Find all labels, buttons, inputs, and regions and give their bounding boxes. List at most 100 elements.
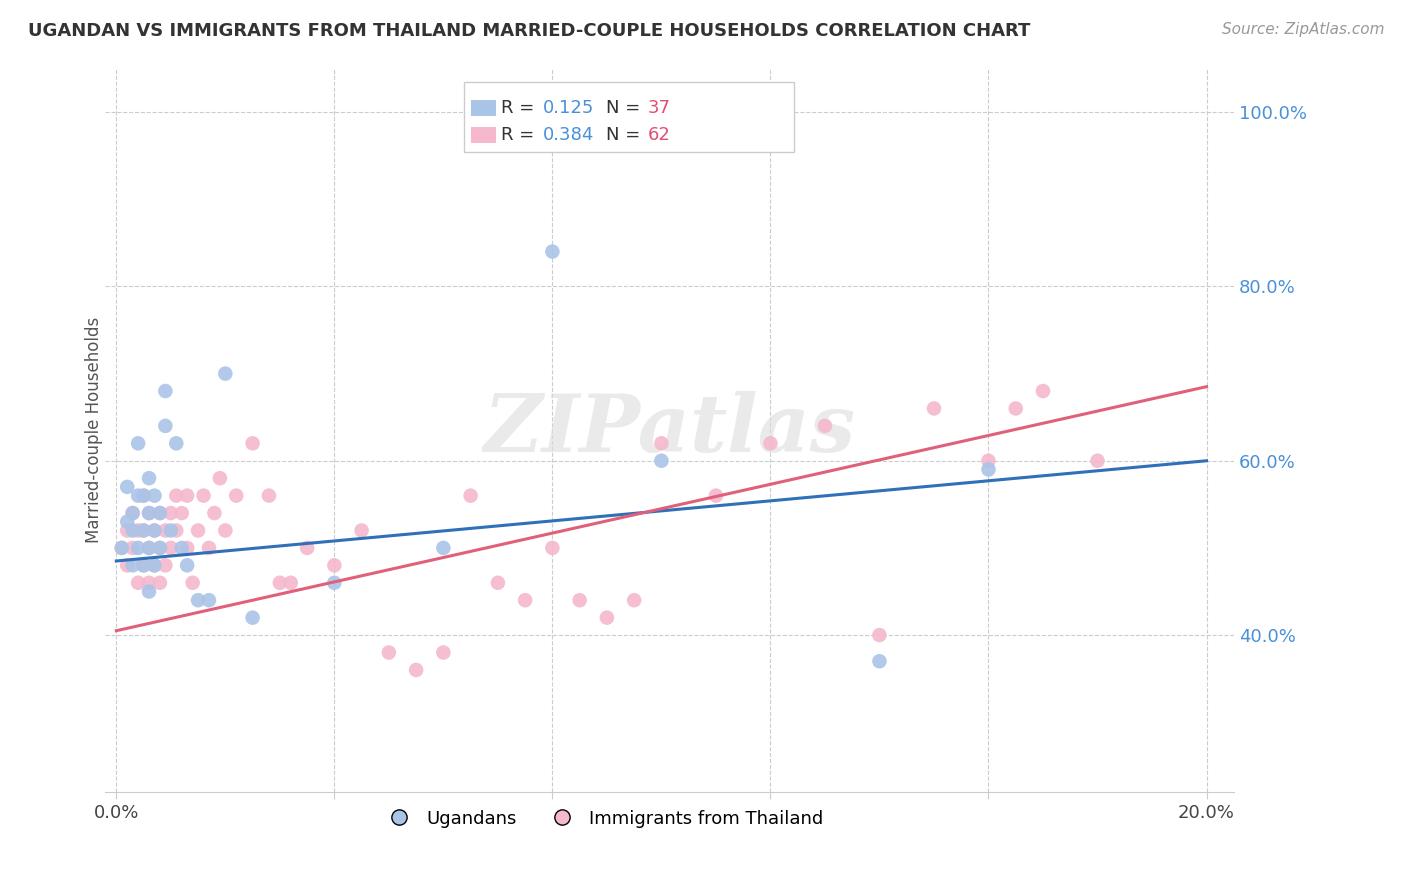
Point <box>143 524 166 538</box>
Point <box>257 489 280 503</box>
Point <box>977 462 1000 476</box>
Y-axis label: Married-couple Households: Married-couple Households <box>86 318 103 543</box>
Point <box>541 541 564 555</box>
Point <box>170 541 193 555</box>
Point <box>149 541 172 555</box>
Text: 37: 37 <box>648 99 671 117</box>
Point <box>242 610 264 624</box>
Point <box>869 654 891 668</box>
Text: R =: R = <box>501 126 540 144</box>
Point <box>159 506 181 520</box>
Point <box>138 471 160 485</box>
Point <box>187 524 209 538</box>
Point <box>759 436 782 450</box>
Point <box>138 506 160 520</box>
Text: R =: R = <box>501 99 540 117</box>
Point <box>405 663 427 677</box>
Point <box>814 418 837 433</box>
Point <box>149 575 172 590</box>
Text: N =: N = <box>606 126 645 144</box>
Point <box>127 524 149 538</box>
Point <box>922 401 945 416</box>
Point <box>143 489 166 503</box>
Legend: Ugandans, Immigrants from Thailand: Ugandans, Immigrants from Thailand <box>374 803 830 835</box>
Point <box>977 454 1000 468</box>
Point <box>541 244 564 259</box>
Point <box>378 646 401 660</box>
Point <box>323 575 346 590</box>
Point <box>121 506 143 520</box>
Point <box>295 541 318 555</box>
Point <box>225 489 247 503</box>
Point <box>214 367 236 381</box>
Point <box>132 558 155 573</box>
Point <box>132 524 155 538</box>
Point <box>460 489 482 503</box>
Point <box>138 541 160 555</box>
Point <box>181 575 204 590</box>
Point <box>149 506 172 520</box>
Point <box>121 541 143 555</box>
Point <box>323 558 346 573</box>
Point <box>269 575 291 590</box>
Point <box>115 558 138 573</box>
Text: Source: ZipAtlas.com: Source: ZipAtlas.com <box>1222 22 1385 37</box>
Point <box>155 558 177 573</box>
Point <box>170 506 193 520</box>
Text: 0.384: 0.384 <box>543 126 595 144</box>
Point <box>149 541 172 555</box>
Point <box>155 418 177 433</box>
Point <box>132 489 155 503</box>
Point <box>155 384 177 398</box>
Point <box>143 524 166 538</box>
Text: UGANDAN VS IMMIGRANTS FROM THAILAND MARRIED-COUPLE HOUSEHOLDS CORRELATION CHART: UGANDAN VS IMMIGRANTS FROM THAILAND MARR… <box>28 22 1031 40</box>
Point <box>159 541 181 555</box>
Point <box>198 541 221 555</box>
Point <box>432 541 454 555</box>
Point <box>204 506 226 520</box>
Point <box>121 558 143 573</box>
Point <box>187 593 209 607</box>
Point <box>214 524 236 538</box>
Point <box>515 593 537 607</box>
Point <box>650 436 672 450</box>
Point <box>165 489 187 503</box>
Point <box>127 541 149 555</box>
Point <box>138 506 160 520</box>
Point <box>121 524 143 538</box>
Point <box>143 558 166 573</box>
Text: 62: 62 <box>648 126 671 144</box>
Point <box>176 541 198 555</box>
Point <box>115 524 138 538</box>
Point <box>1032 384 1054 398</box>
Text: ZIPatlas: ZIPatlas <box>484 392 856 469</box>
Point <box>138 584 160 599</box>
Point <box>149 506 172 520</box>
Text: 0.125: 0.125 <box>543 99 595 117</box>
Point <box>115 480 138 494</box>
Point <box>138 575 160 590</box>
Point <box>650 454 672 468</box>
Point <box>132 489 155 503</box>
Point <box>143 558 166 573</box>
Text: N =: N = <box>606 99 645 117</box>
Point <box>132 524 155 538</box>
Point <box>127 436 149 450</box>
Point <box>159 524 181 538</box>
Point <box>1087 454 1109 468</box>
Point <box>568 593 591 607</box>
Point <box>138 541 160 555</box>
Point <box>176 489 198 503</box>
Point <box>432 646 454 660</box>
Point <box>623 593 645 607</box>
Point <box>193 489 215 503</box>
Point <box>208 471 231 485</box>
Point <box>242 436 264 450</box>
Point <box>127 489 149 503</box>
Point <box>280 575 302 590</box>
Point <box>132 558 155 573</box>
Point <box>155 524 177 538</box>
Point <box>127 575 149 590</box>
Point <box>1004 401 1026 416</box>
Point <box>176 558 198 573</box>
